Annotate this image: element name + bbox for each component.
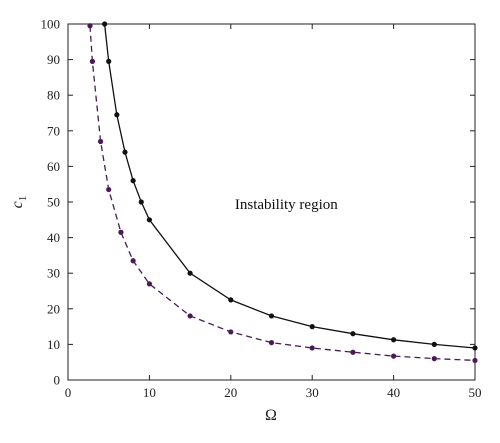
series-dashed-point bbox=[89, 58, 96, 64]
series-solid-point bbox=[309, 324, 315, 330]
y-axis-label-subscript: 1 bbox=[17, 196, 29, 202]
y-tick-label: 50 bbox=[47, 195, 60, 210]
series-solid-point bbox=[187, 270, 193, 276]
series-solid-point bbox=[228, 297, 234, 303]
series-dashed-point bbox=[268, 340, 275, 346]
series-dashed-point bbox=[97, 138, 104, 145]
x-tick-label: 40 bbox=[387, 385, 400, 400]
series-dashed-point bbox=[431, 356, 437, 362]
x-tick-label: 10 bbox=[143, 385, 156, 400]
series-solid-point bbox=[350, 331, 356, 337]
y-tick-label: 90 bbox=[47, 52, 60, 67]
y-tick-label: 40 bbox=[47, 230, 60, 245]
x-tick-label: 20 bbox=[224, 385, 237, 400]
series-dashed-point bbox=[146, 281, 152, 287]
x-tick-label: 50 bbox=[469, 385, 482, 400]
y-tick-label: 0 bbox=[54, 373, 61, 388]
series-dashed-point bbox=[87, 23, 93, 29]
series-dashed-point bbox=[309, 345, 315, 351]
y-tick-label: 60 bbox=[47, 159, 60, 174]
y-tick-label: 80 bbox=[47, 88, 60, 103]
series-solid-point bbox=[391, 337, 397, 343]
y-tick-label: 100 bbox=[41, 17, 61, 32]
series-solid-line bbox=[103, 23, 476, 349]
series-solid-point bbox=[472, 345, 478, 351]
y-axis-label: c1 bbox=[9, 196, 29, 209]
series-dashed-point bbox=[130, 258, 136, 264]
series-solid-point bbox=[146, 217, 152, 223]
series-solid-point bbox=[431, 341, 437, 347]
series-dashed-point bbox=[391, 353, 397, 359]
series-solid-point bbox=[106, 58, 112, 64]
series-solid-point bbox=[122, 149, 128, 155]
series-layer bbox=[87, 21, 478, 364]
instability-region-label: Instability region bbox=[235, 197, 338, 213]
series-solid-point bbox=[268, 313, 275, 319]
series-dashed-point bbox=[350, 349, 356, 355]
series-dashed-line bbox=[89, 25, 476, 362]
y-tick-label: 70 bbox=[47, 123, 60, 138]
ticks: 0 10 20 30 40 50 0 10 20 30 40 50 60 70 80 90 100 bbox=[41, 17, 482, 401]
y-tick-label: 30 bbox=[47, 266, 60, 281]
series-dashed-point bbox=[106, 186, 112, 193]
series-solid-point bbox=[130, 178, 136, 184]
y-tick-label: 20 bbox=[47, 301, 60, 316]
y-axis-label-main: c bbox=[9, 201, 26, 208]
series-solid-point bbox=[114, 112, 120, 118]
series-dashed-point bbox=[118, 229, 124, 235]
x-axis-label: Ω bbox=[265, 407, 277, 424]
series-solid-point bbox=[102, 21, 108, 27]
series-dashed-point bbox=[472, 357, 478, 364]
series-dashed-point bbox=[228, 329, 234, 335]
y-tick-label: 10 bbox=[47, 337, 60, 352]
x-tick-label: 0 bbox=[65, 385, 72, 400]
x-tick-label: 30 bbox=[306, 385, 319, 400]
series-dashed-point bbox=[187, 313, 193, 319]
series-solid-point bbox=[138, 199, 144, 205]
